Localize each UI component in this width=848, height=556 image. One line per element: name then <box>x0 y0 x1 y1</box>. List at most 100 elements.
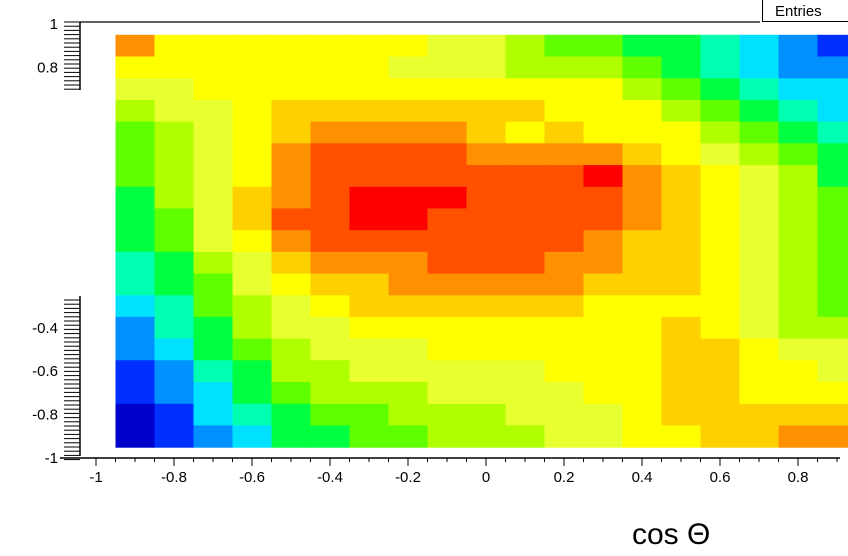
heatmap-cell <box>505 316 546 340</box>
heatmap-cell <box>154 165 195 188</box>
heatmap-cell <box>388 78 429 101</box>
heatmap-cell <box>271 56 312 79</box>
heatmap-cell <box>271 34 312 58</box>
heatmap-cell <box>700 56 741 79</box>
heatmap-cell <box>388 403 429 427</box>
heatmap-cell <box>232 316 273 340</box>
heatmap-cell <box>154 403 195 427</box>
heatmap-cell <box>817 165 848 188</box>
y-tick-label: 1 <box>50 16 58 33</box>
heatmap-cell <box>700 34 741 58</box>
heatmap-cell <box>427 186 468 210</box>
heatmap-cell <box>193 121 234 144</box>
heatmap-cell <box>232 338 273 361</box>
heatmap-cell <box>817 78 848 101</box>
heatmap-cell <box>154 295 195 318</box>
heatmap-cell <box>271 143 312 166</box>
heatmap-cell <box>661 99 702 123</box>
y-tick-labels: 1 0.8 -0.4 -0.6 -0.8 -1 <box>32 16 58 467</box>
heatmap-cell <box>583 251 624 275</box>
heatmap-cell <box>583 316 624 340</box>
heatmap-cell <box>154 56 195 79</box>
heatmap-cell <box>739 143 780 166</box>
y-tick-label: -0.8 <box>32 407 58 424</box>
heatmap-cell <box>778 56 819 79</box>
heatmap-cell <box>817 295 848 318</box>
heatmap-cell <box>310 316 351 340</box>
heatmap-cell <box>505 360 546 383</box>
heatmap-cell <box>232 273 273 296</box>
heatmap-cell <box>154 230 195 253</box>
heatmap-cell <box>154 208 195 231</box>
heatmap-cell <box>193 360 234 383</box>
heatmap-cell <box>505 165 546 188</box>
heatmap-cell <box>232 295 273 318</box>
heatmap-cell <box>271 382 312 405</box>
heatmap-cell <box>427 338 468 361</box>
heatmap-cell <box>232 165 273 188</box>
heatmap-cell <box>544 425 585 448</box>
heatmap-cell <box>115 360 156 383</box>
heatmap-cell <box>115 403 156 427</box>
heatmap-cell <box>388 230 429 253</box>
heatmap-cell <box>583 34 624 58</box>
heatmap-cell <box>427 34 468 58</box>
heatmap-cell <box>232 34 273 58</box>
heatmap-cell <box>115 338 156 361</box>
x-tick-label: -0.4 <box>317 469 343 486</box>
heatmap-cell <box>466 403 507 427</box>
heatmap-cell <box>427 251 468 275</box>
heatmap-cell <box>349 208 390 231</box>
heatmap-cell <box>778 99 819 123</box>
heatmap-cell <box>622 143 663 166</box>
heatmap-cell <box>388 360 429 383</box>
heatmap-cell <box>193 251 234 275</box>
heatmap-cell <box>388 425 429 448</box>
heatmap-cell <box>427 208 468 231</box>
heatmap-cell <box>232 382 273 405</box>
heatmap-cell <box>544 34 585 58</box>
heatmap-cell <box>661 295 702 318</box>
heatmap-cell <box>466 56 507 79</box>
heatmap-cell <box>700 78 741 101</box>
heatmap-cell <box>778 165 819 188</box>
heatmap-cell <box>700 425 741 448</box>
heatmap-cell <box>622 208 663 231</box>
heatmap-cell <box>310 230 351 253</box>
heatmap-cell <box>466 425 507 448</box>
heatmap-cell <box>388 382 429 405</box>
heatmap-cell <box>427 121 468 144</box>
heatmap-cell <box>544 99 585 123</box>
heatmap-cell <box>193 208 234 231</box>
heatmap-cell <box>622 382 663 405</box>
heatmap-cell <box>700 121 741 144</box>
heatmap-cell <box>622 360 663 383</box>
heatmap-cell <box>388 165 429 188</box>
heatmap-cell <box>427 143 468 166</box>
heatmap-cell <box>466 78 507 101</box>
heatmap-cell <box>232 186 273 210</box>
heatmap-cell <box>739 230 780 253</box>
heatmap-cell <box>739 56 780 79</box>
heatmap-cell <box>193 143 234 166</box>
heatmap-cell <box>349 295 390 318</box>
heatmap-cell <box>778 230 819 253</box>
heatmap-cell <box>115 34 156 58</box>
heatmap-cell <box>778 295 819 318</box>
y-tick-label: -1 <box>45 450 58 467</box>
heatmap-cell <box>193 338 234 361</box>
heatmap-cell <box>622 165 663 188</box>
heatmap-cell <box>583 382 624 405</box>
heatmap-cell <box>271 208 312 231</box>
x-axis-label: cos Θ <box>632 518 711 551</box>
heatmap-cell <box>778 121 819 144</box>
heatmap-cell <box>154 382 195 405</box>
heatmap-cell <box>427 295 468 318</box>
heatmap-cell <box>778 360 819 383</box>
heatmap-cell <box>739 295 780 318</box>
heatmap-cell <box>349 425 390 448</box>
heatmap-cell <box>271 99 312 123</box>
x-tick-label: 0.6 <box>710 469 731 486</box>
heatmap-cell <box>778 78 819 101</box>
heatmap-cell <box>466 208 507 231</box>
